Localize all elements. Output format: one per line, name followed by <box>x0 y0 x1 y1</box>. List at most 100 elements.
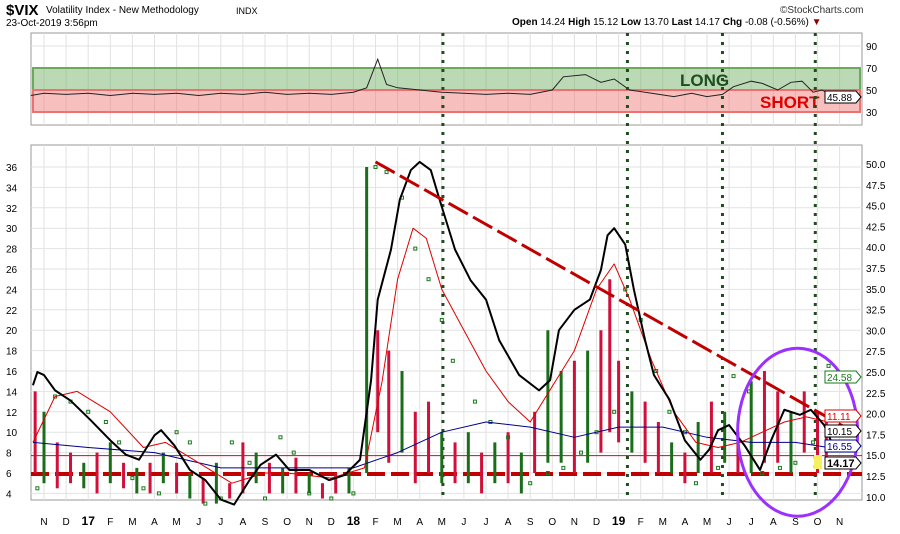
sar-dot <box>472 399 477 404</box>
label-box <box>824 409 862 423</box>
quote-bar: Open 14.24 High 15.12 Low 13.70 Last 14.… <box>512 17 822 28</box>
x-tick-label: M <box>393 517 401 528</box>
sar-dot <box>278 435 283 440</box>
x-tick-label: M <box>172 517 180 528</box>
x-tick-label: J <box>749 517 754 528</box>
right-y-tick-label: 42.5 <box>866 222 886 233</box>
right-y-tick-label: 32.5 <box>866 306 886 317</box>
x-tick-label: M <box>438 517 446 528</box>
red-moving-average <box>32 227 829 484</box>
right-y-tick-label: 35.0 <box>866 285 886 296</box>
symbol: $VIX <box>6 2 39 19</box>
band-label: LONG <box>680 71 729 90</box>
x-tick-label: O <box>814 517 822 528</box>
sar-dot <box>351 491 356 496</box>
low-value: 13.70 <box>643 17 669 28</box>
right-y-tick-label: 30.0 <box>866 326 886 337</box>
open-value: 14.24 <box>540 17 566 28</box>
x-tick-label: 17 <box>82 514 96 528</box>
sar-dot <box>247 460 252 465</box>
right-y-tick-label: 45.0 <box>866 202 886 213</box>
top-y-tick-label: 70 <box>866 64 878 75</box>
sar-dot <box>654 369 659 373</box>
sar-dot <box>760 471 765 475</box>
sar-dot <box>103 420 108 424</box>
left-y-tick-label: 4 <box>6 489 12 500</box>
sar-dot <box>612 409 617 414</box>
x-tick-label: M <box>659 517 667 528</box>
x-tick-label: S <box>527 517 534 528</box>
x-tick-label: D <box>593 517 600 528</box>
left-y-tick-label: 30 <box>6 224 18 235</box>
left-y-tick-label: 36 <box>6 163 18 174</box>
x-tick-label: N <box>836 517 843 528</box>
x-tick-label: A <box>505 517 512 528</box>
x-tick-label: J <box>727 517 732 528</box>
right-y-tick-label: 22.5 <box>866 389 886 400</box>
x-tick-label: J <box>196 517 201 528</box>
x-tick-label: A <box>416 517 423 528</box>
x-tick-label: N <box>40 517 47 528</box>
x-tick-label: D <box>62 517 69 528</box>
sar-dot <box>263 496 267 501</box>
x-tick-label: J <box>461 517 466 528</box>
sar-dot <box>307 491 312 496</box>
sar-dot <box>174 430 179 435</box>
sar-dot <box>384 170 389 175</box>
sar-dot <box>426 277 431 282</box>
sar-dot <box>693 481 698 486</box>
label-box <box>824 439 862 453</box>
last-value-label: 16.55 <box>824 439 862 453</box>
x-tick-label: M <box>128 517 136 528</box>
date: 23-Oct-2019 3:56pm <box>6 18 98 29</box>
last-value-label: 24.58 <box>824 370 862 384</box>
x-tick-label: A <box>682 517 689 528</box>
x-tick-label: F <box>107 517 113 528</box>
right-y-tick-label: 12.5 <box>866 472 886 483</box>
right-y-tick-label: 20.0 <box>866 410 886 421</box>
label-box <box>824 370 862 384</box>
last-value-label: 14.17 <box>824 456 862 470</box>
band-long <box>32 67 861 91</box>
sar-dot <box>117 440 122 445</box>
label-box <box>824 90 862 104</box>
chg-label: Chg <box>722 17 743 28</box>
sar-dot <box>506 435 511 440</box>
top-y-tick-label: 30 <box>866 108 878 119</box>
band-short <box>32 89 861 113</box>
sar-dot <box>667 409 672 414</box>
exchange: INDX <box>236 6 258 16</box>
down-arrow-icon: ▼ <box>811 17 822 28</box>
left-y-tick-label: 14 <box>6 387 18 398</box>
sar-dot <box>793 460 798 465</box>
last-value: 14.17 <box>694 17 720 28</box>
sar-dot <box>86 409 91 414</box>
sar-dot <box>528 481 533 486</box>
sar-dot <box>156 491 161 496</box>
last-value-label: 10.15 <box>824 424 862 438</box>
x-tick-label: N <box>571 517 578 528</box>
left-y-tick-label: 10 <box>6 428 18 439</box>
sar-dot <box>203 501 208 506</box>
sar-dot <box>716 465 721 470</box>
left-y-tick-label: 16 <box>6 367 18 378</box>
right-y-tick-label: 15.0 <box>866 451 886 462</box>
left-y-tick-label: 22 <box>6 306 18 317</box>
last-label: Last <box>671 17 693 28</box>
left-y-tick-label: 26 <box>6 265 18 276</box>
label-text: 16.55 <box>827 442 852 453</box>
x-tick-label: S <box>792 517 799 528</box>
left-y-tick-label: 28 <box>6 245 18 256</box>
x-tick-label: O <box>283 517 291 528</box>
x-tick-label: A <box>151 517 158 528</box>
left-y-tick-label: 34 <box>6 183 18 194</box>
high-value: 15.12 <box>593 17 619 28</box>
label-text: 10.15 <box>827 427 852 438</box>
sar-dot <box>545 471 550 475</box>
label-box <box>824 424 862 438</box>
left-y-tick-label: 8 <box>6 449 12 460</box>
last-bar-highlight <box>814 455 822 469</box>
right-y-tick-label: 10.0 <box>866 493 886 504</box>
x-tick-label: D <box>328 517 335 528</box>
